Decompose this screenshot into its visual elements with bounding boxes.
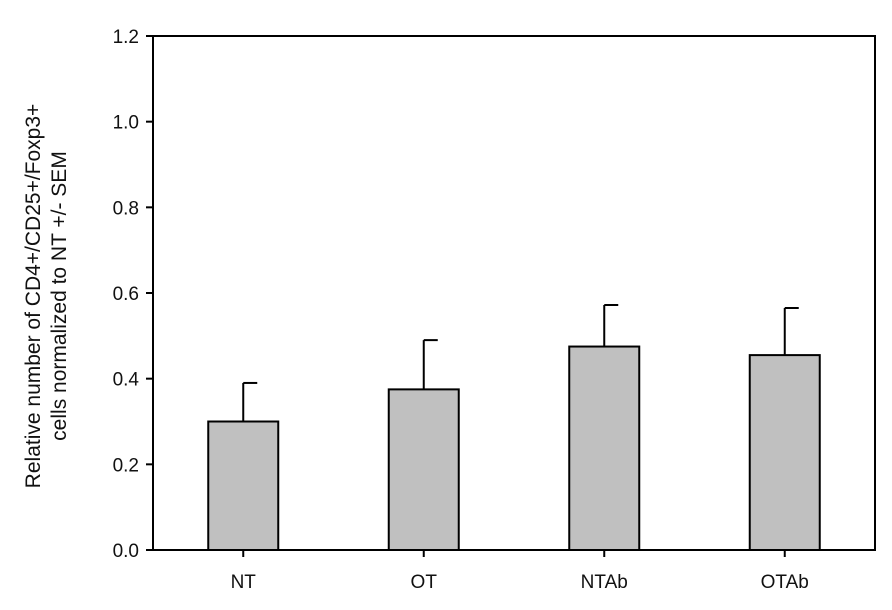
bar-ntab [568, 345, 641, 551]
x-tick-label: NT [231, 572, 257, 593]
y-tick-label: 0.2 [113, 455, 139, 476]
bar-ot [387, 388, 460, 551]
bar-nt [207, 420, 280, 551]
y-tick-label: 1.0 [113, 113, 139, 134]
y-axis-label-line-2: cells normalized to NT +/- SEM [48, 151, 71, 441]
y-tick-label: 1.2 [113, 27, 139, 48]
y-tick-label: 0.4 [113, 370, 140, 391]
y-tick-label: 0.0 [113, 541, 139, 562]
y-axis-label: Relative number of CD4+/CD25+/Foxp3+ cel… [22, 104, 71, 489]
plot-area: 0.0 0.2 0.4 0.6 0.8 1.0 1.2 NT OT NTAb OTAb [113, 27, 876, 593]
y-tick-label: 0.6 [113, 284, 139, 305]
y-tick-label: 0.8 [113, 198, 139, 219]
x-tick-label: OT [411, 572, 438, 593]
bar-otab [748, 354, 821, 551]
x-tick-label: NTAb [581, 572, 628, 593]
x-tick-label: OTAb [761, 572, 809, 593]
y-axis-label-line-1: Relative number of CD4+/CD25+/Foxp3+ [22, 104, 45, 489]
